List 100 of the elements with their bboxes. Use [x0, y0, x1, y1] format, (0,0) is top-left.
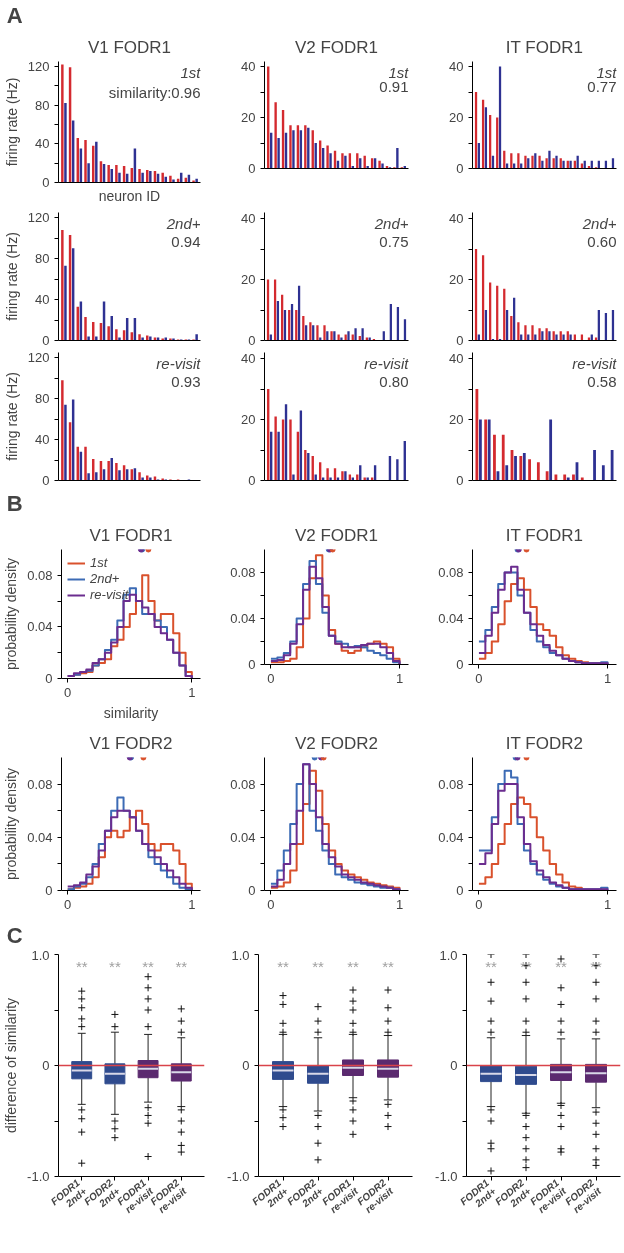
annotation: **: [555, 958, 567, 976]
y-tick-label: 20: [449, 412, 464, 428]
annotation: **: [277, 958, 289, 976]
text: A: [6, 3, 23, 28]
x-tick-label: 0: [475, 670, 483, 686]
y-tick-label: 0.04: [27, 619, 53, 635]
y-tick-label: 0: [456, 657, 464, 672]
chart-title: V2 FODR2: [294, 733, 379, 753]
y-tick-label: 40: [449, 211, 464, 227]
y-tick-label: 0.04: [438, 829, 464, 845]
y-tick-label: 0.08: [438, 565, 464, 580]
chart-title: V1 FODR2: [89, 733, 173, 753]
x-tick-label: 1: [395, 896, 404, 912]
y-tick-label: 120: [27, 58, 50, 74]
x-tick-label: 1: [603, 896, 612, 912]
y-tick-label: 120: [27, 210, 50, 226]
y-axis-title: firing rate (Hz): [3, 232, 20, 321]
annotation: re-visit: [572, 355, 618, 373]
annotation: 0.80: [379, 372, 409, 390]
annotation: re-visit: [364, 355, 410, 373]
y-tick-label: 20: [241, 272, 256, 288]
y-tick-label: 1.0: [439, 947, 458, 963]
annotation: 2nd+: [581, 215, 617, 233]
y-tick-label: 0: [248, 161, 256, 176]
x-axis-title: neuron ID: [98, 187, 161, 204]
x-tick-label: 0: [475, 896, 483, 912]
chart-title: V2 FODR1: [294, 525, 379, 545]
y-tick-label: 0: [42, 1058, 50, 1073]
y-tick-label: 40: [35, 292, 50, 308]
chart-title: V1 FODR1: [89, 525, 173, 545]
annotation: **: [109, 958, 121, 976]
y-tick-label: 0.08: [230, 776, 256, 792]
chart-title: IT FODR1: [505, 525, 583, 545]
y-axis-title: difference of similarity: [3, 997, 20, 1134]
annotation: 1st: [180, 63, 202, 81]
y-tick-label: 40: [35, 136, 50, 152]
x-tick-label: 0: [64, 896, 72, 912]
annotation: re-visit: [156, 355, 202, 373]
y-tick-label: 0: [42, 175, 50, 190]
y-tick-label: 0.08: [438, 776, 464, 792]
y-tick-label: 40: [35, 432, 50, 448]
y-tick-label: 40: [449, 351, 464, 367]
y-tick-label: -1.0: [27, 1169, 50, 1184]
y-tick-label: 0: [248, 333, 256, 348]
annotation: **: [75, 958, 88, 976]
y-tick-label: 0: [456, 473, 464, 488]
text: B: [6, 491, 23, 516]
annotation: 2nd+: [373, 215, 409, 233]
annotation: **: [142, 958, 155, 976]
y-tick-label: 0: [45, 883, 53, 898]
annotation: **: [175, 958, 188, 976]
annotation: 0.93: [171, 372, 201, 390]
y-tick-label: 0: [248, 473, 256, 488]
y-tick-label: 0.04: [230, 611, 256, 626]
y-tick-label: 80: [35, 391, 50, 407]
y-tick-label: 0.08: [27, 776, 53, 792]
annotation: 0.75: [379, 232, 409, 250]
annotation: **: [382, 958, 394, 976]
annotation: 2nd+: [165, 215, 201, 233]
annotation: 0.94: [171, 232, 201, 250]
y-tick-label: 0: [42, 473, 50, 488]
y-tick-label: 120: [27, 350, 50, 366]
y-tick-label: 40: [241, 211, 256, 227]
y-tick-label: 0.04: [230, 829, 256, 845]
y-tick-label: 0.08: [230, 565, 256, 580]
legend-label: 1st: [90, 555, 109, 570]
x-tick-label: 1: [395, 670, 404, 686]
annotation: **: [347, 958, 359, 976]
y-tick-label: 0: [456, 161, 464, 176]
y-axis-title: firing rate (Hz): [3, 372, 20, 461]
y-tick-label: 0.08: [27, 567, 53, 583]
annotation: 0.58: [587, 372, 617, 390]
y-tick-label: 40: [449, 59, 464, 75]
y-tick-label: 80: [35, 251, 50, 267]
y-tick-label: 20: [241, 412, 256, 428]
y-tick-label: -1.0: [435, 1169, 458, 1184]
y-tick-label: 0: [456, 883, 464, 898]
y-tick-label: 40: [241, 59, 256, 75]
y-tick-label: 0: [456, 333, 464, 348]
annotation: similarity:0.96: [108, 84, 201, 102]
chart-title: V2 FODR1: [294, 37, 379, 57]
chart-title: IT FODR2: [505, 733, 583, 753]
y-tick-label: 0: [248, 883, 256, 898]
chart-title: V1 FODR1: [87, 37, 172, 57]
x-tick-label: 0: [267, 670, 275, 686]
y-tick-label: 20: [449, 272, 464, 288]
x-tick-label: 1: [188, 684, 196, 700]
legend-label: 2nd+: [90, 571, 120, 586]
y-tick-label: 20: [241, 110, 256, 126]
legend-label: re-visit: [90, 587, 129, 602]
y-tick-label: 0.04: [438, 611, 464, 626]
x-tick-label: 1: [603, 670, 612, 686]
y-tick-label: -1.0: [227, 1169, 250, 1184]
y-tick-label: 0: [450, 1058, 458, 1073]
y-tick-label: 0: [248, 657, 256, 672]
x-tick-label: 0: [267, 896, 275, 912]
y-axis-title: firing rate (Hz): [3, 77, 20, 167]
x-tick-label: 1: [188, 896, 196, 912]
y-tick-label: 0: [42, 333, 50, 348]
annotation: 0.60: [587, 232, 617, 250]
